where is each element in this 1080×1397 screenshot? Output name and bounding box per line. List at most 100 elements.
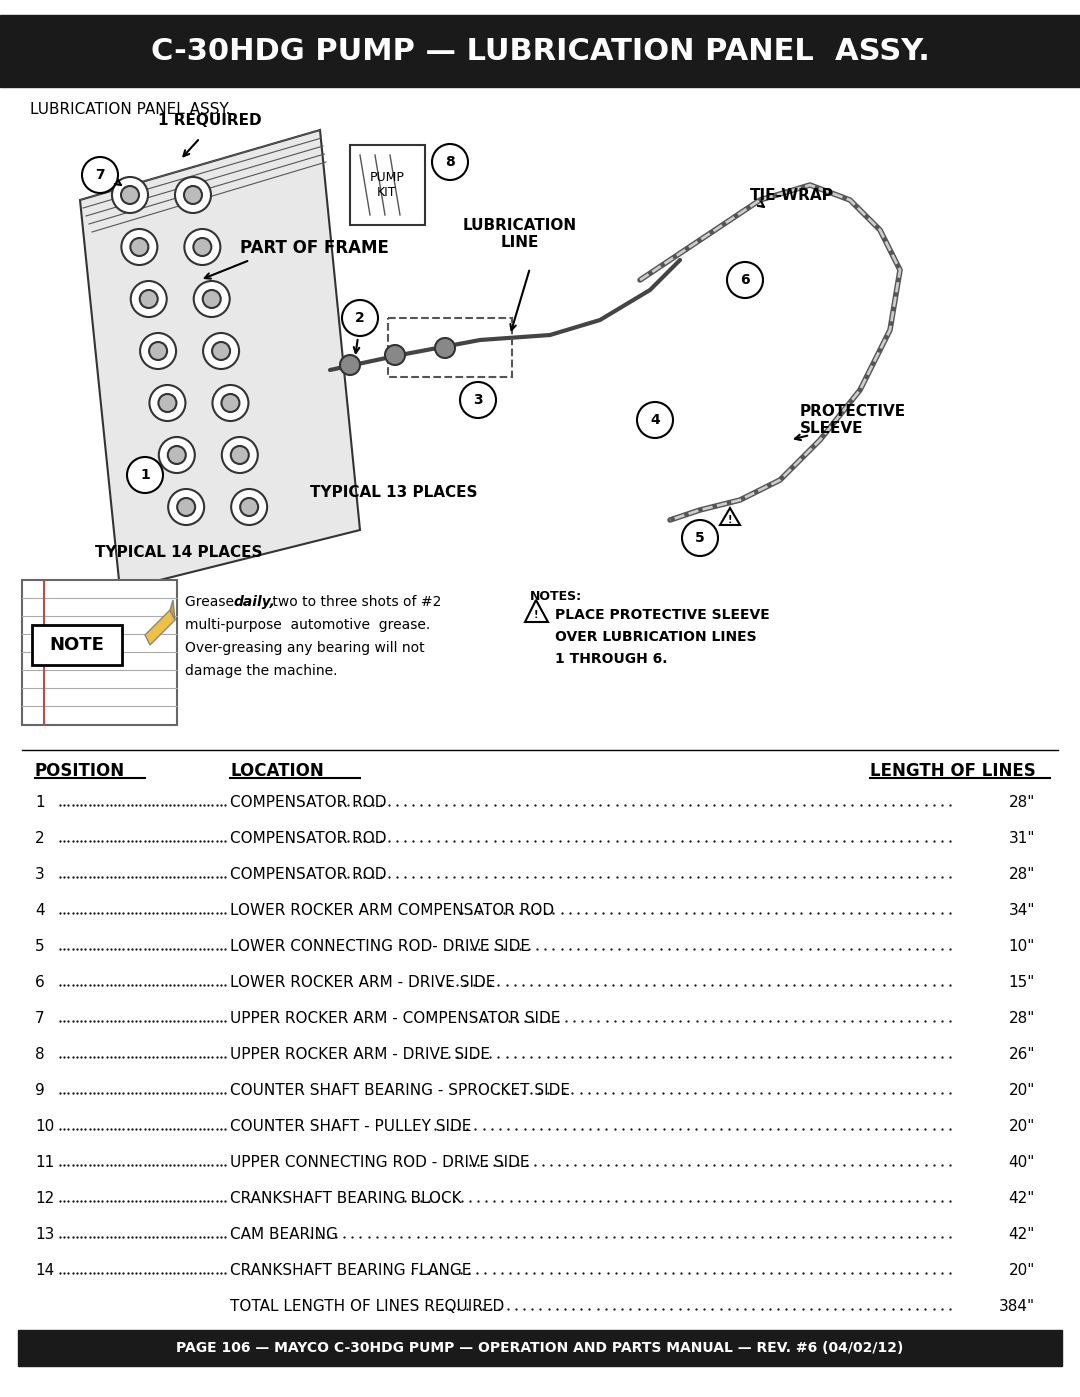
Bar xyxy=(350,145,426,225)
Text: 5: 5 xyxy=(35,939,44,954)
Text: COMPENSATOR ROD: COMPENSATOR ROD xyxy=(230,795,387,810)
Text: 1 REQUIRED: 1 REQUIRED xyxy=(158,113,261,129)
Text: 8: 8 xyxy=(445,155,455,169)
Circle shape xyxy=(342,300,378,337)
Circle shape xyxy=(231,446,248,464)
Text: damage the machine.: damage the machine. xyxy=(185,664,337,678)
Circle shape xyxy=(167,446,186,464)
Text: UPPER CONNECTING ROD - DRIVE SIDE: UPPER CONNECTING ROD - DRIVE SIDE xyxy=(230,1155,529,1171)
Text: two to three shots of #2: two to three shots of #2 xyxy=(268,595,442,609)
Text: 4: 4 xyxy=(650,414,660,427)
Circle shape xyxy=(159,394,176,412)
Text: 28": 28" xyxy=(1009,868,1035,882)
Text: 26": 26" xyxy=(1009,1046,1035,1062)
Circle shape xyxy=(168,489,204,525)
Circle shape xyxy=(139,291,158,307)
Text: 20": 20" xyxy=(1009,1263,1035,1278)
Polygon shape xyxy=(170,599,175,620)
Bar xyxy=(22,580,177,725)
Text: 1 THROUGH 6.: 1 THROUGH 6. xyxy=(555,652,667,666)
Text: 13: 13 xyxy=(35,1227,54,1242)
Circle shape xyxy=(203,291,220,307)
Bar xyxy=(0,15,1080,87)
Text: multi-purpose  automotive  grease.: multi-purpose automotive grease. xyxy=(185,617,430,631)
Polygon shape xyxy=(720,509,740,525)
Text: 1: 1 xyxy=(140,468,150,482)
Text: PUMP
KIT: PUMP KIT xyxy=(369,170,404,198)
Text: 384": 384" xyxy=(999,1299,1035,1315)
Text: PLACE PROTECTIVE SLEEVE: PLACE PROTECTIVE SLEEVE xyxy=(555,608,770,622)
Text: COMPENSATOR ROD: COMPENSATOR ROD xyxy=(230,831,387,847)
Text: !: ! xyxy=(728,515,732,525)
Text: COUNTER SHAFT - PULLEY SIDE: COUNTER SHAFT - PULLEY SIDE xyxy=(230,1119,471,1134)
Text: 20": 20" xyxy=(1009,1083,1035,1098)
Text: 31": 31" xyxy=(1009,831,1035,847)
Text: LOWER ROCKER ARM - DRIVE SIDE: LOWER ROCKER ARM - DRIVE SIDE xyxy=(230,975,496,990)
Polygon shape xyxy=(80,130,360,590)
Circle shape xyxy=(460,381,496,418)
Circle shape xyxy=(193,237,212,256)
Circle shape xyxy=(159,437,194,474)
Text: 34": 34" xyxy=(1009,902,1035,918)
Text: LOCATION: LOCATION xyxy=(230,761,324,780)
Text: 12: 12 xyxy=(35,1192,54,1206)
Bar xyxy=(32,624,122,665)
Text: !: ! xyxy=(534,610,538,620)
Text: Over-greasing any bearing will not: Over-greasing any bearing will not xyxy=(185,641,424,655)
Text: 14: 14 xyxy=(35,1263,54,1278)
Text: LOWER CONNECTING ROD- DRIVE SIDE: LOWER CONNECTING ROD- DRIVE SIDE xyxy=(230,939,530,954)
Text: 7: 7 xyxy=(95,168,105,182)
Circle shape xyxy=(637,402,673,439)
Text: 42": 42" xyxy=(1009,1227,1035,1242)
Text: PAGE 106 — MAYCO C-30HDG PUMP — OPERATION AND PARTS MANUAL — REV. #6 (04/02/12): PAGE 106 — MAYCO C-30HDG PUMP — OPERATIO… xyxy=(176,1341,904,1355)
Text: COMPENSATOR ROD: COMPENSATOR ROD xyxy=(230,868,387,882)
Text: OVER LUBRICATION LINES: OVER LUBRICATION LINES xyxy=(555,630,757,644)
Text: 11: 11 xyxy=(35,1155,54,1171)
Circle shape xyxy=(221,394,240,412)
Circle shape xyxy=(727,263,762,298)
Text: LENGTH OF LINES: LENGTH OF LINES xyxy=(870,761,1036,780)
Circle shape xyxy=(82,156,118,193)
Circle shape xyxy=(140,332,176,369)
Circle shape xyxy=(435,338,455,358)
Polygon shape xyxy=(145,610,175,645)
Circle shape xyxy=(131,281,166,317)
Text: daily,: daily, xyxy=(233,595,275,609)
Text: PART OF FRAME: PART OF FRAME xyxy=(240,239,389,257)
Text: TIE-WRAP: TIE-WRAP xyxy=(750,187,834,203)
Text: 7: 7 xyxy=(35,1011,44,1025)
Text: LUBRICATION PANEL ASSY.: LUBRICATION PANEL ASSY. xyxy=(30,102,230,117)
Text: 10: 10 xyxy=(35,1119,54,1134)
Text: CRANKSHAFT BEARING FLANGE: CRANKSHAFT BEARING FLANGE xyxy=(230,1263,471,1278)
Circle shape xyxy=(193,281,230,317)
Text: 2: 2 xyxy=(35,831,44,847)
Text: 3: 3 xyxy=(473,393,483,407)
Circle shape xyxy=(121,186,139,204)
Text: CAM BEARING: CAM BEARING xyxy=(230,1227,338,1242)
Circle shape xyxy=(185,229,220,265)
Text: LOWER ROCKER ARM COMPENSATOR ROD: LOWER ROCKER ARM COMPENSATOR ROD xyxy=(230,902,554,918)
Circle shape xyxy=(231,489,267,525)
Circle shape xyxy=(131,237,148,256)
Text: TOTAL LENGTH OF LINES REQUIRED: TOTAL LENGTH OF LINES REQUIRED xyxy=(230,1299,504,1315)
Text: 15": 15" xyxy=(1009,975,1035,990)
Text: 28": 28" xyxy=(1009,1011,1035,1025)
Text: COUNTER SHAFT BEARING - SPROCKET SIDE: COUNTER SHAFT BEARING - SPROCKET SIDE xyxy=(230,1083,570,1098)
Text: CRANKSHAFT BEARING BLOCK: CRANKSHAFT BEARING BLOCK xyxy=(230,1192,461,1206)
Text: Grease: Grease xyxy=(185,595,239,609)
Text: 9: 9 xyxy=(35,1083,44,1098)
Text: 42": 42" xyxy=(1009,1192,1035,1206)
Text: 5: 5 xyxy=(696,531,705,545)
Bar xyxy=(18,1330,1062,1366)
Text: NOTE: NOTE xyxy=(50,636,105,654)
Circle shape xyxy=(149,386,186,420)
Circle shape xyxy=(221,437,258,474)
Circle shape xyxy=(177,497,195,515)
Polygon shape xyxy=(525,599,548,622)
Circle shape xyxy=(212,342,230,360)
Text: 10": 10" xyxy=(1009,939,1035,954)
Text: 4: 4 xyxy=(35,902,44,918)
Text: 3: 3 xyxy=(35,868,44,882)
Circle shape xyxy=(175,177,211,212)
Text: 1: 1 xyxy=(35,795,44,810)
